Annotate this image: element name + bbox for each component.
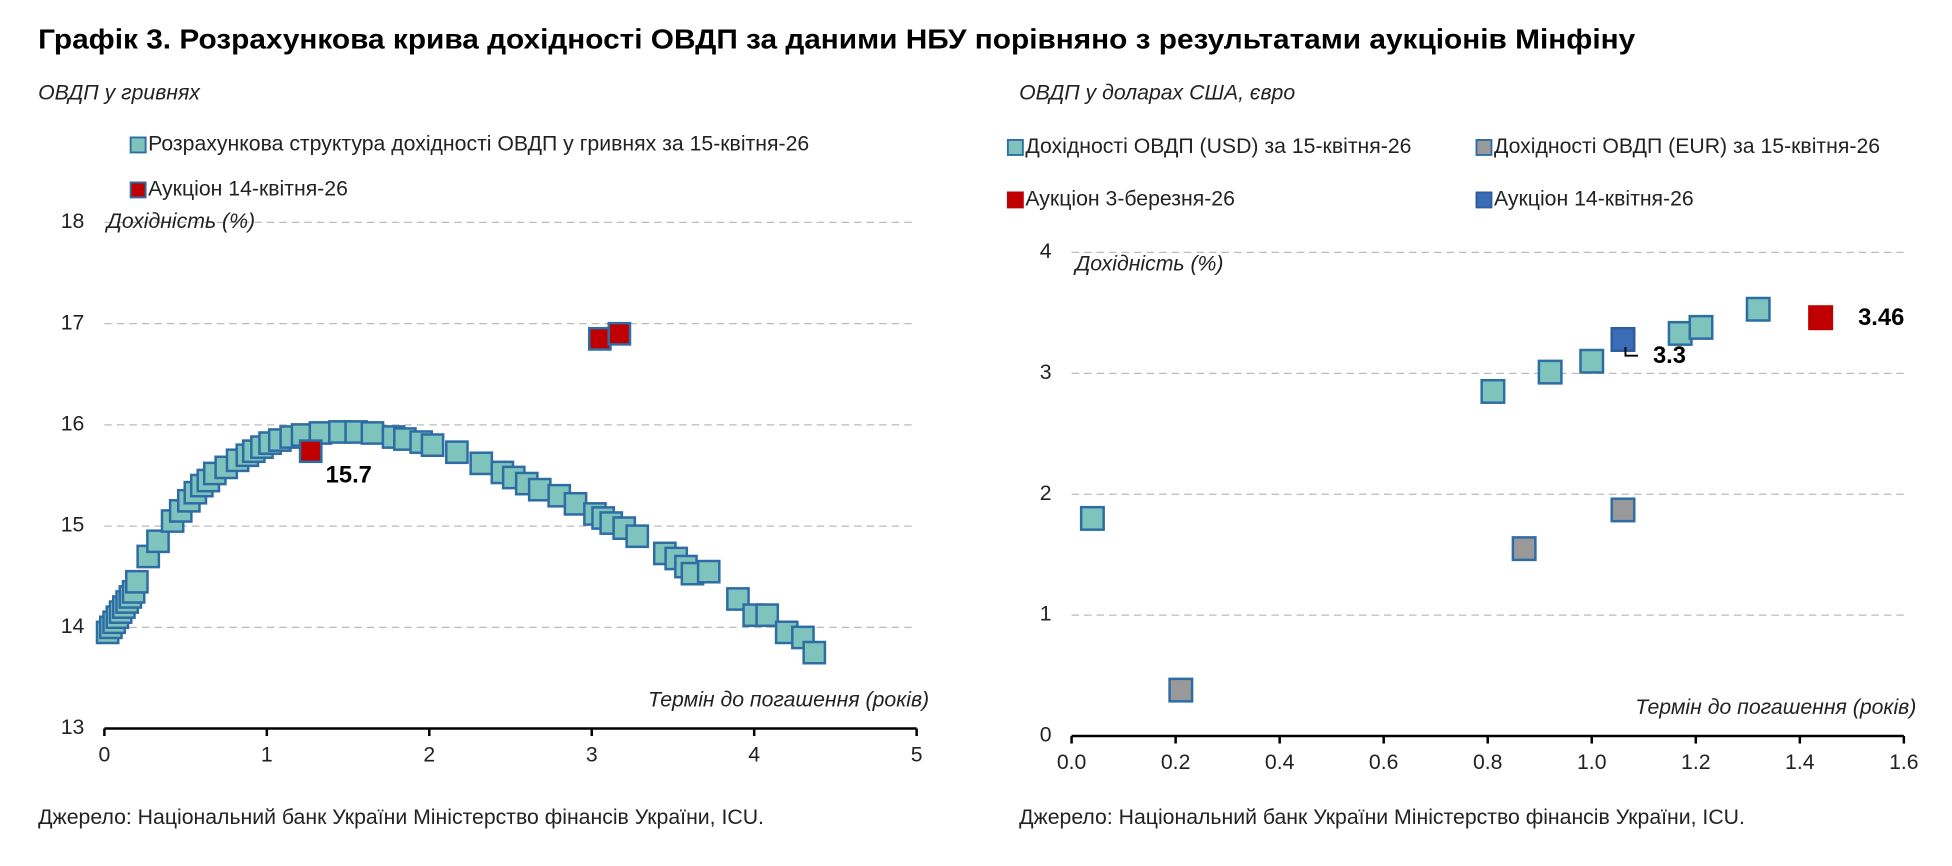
point xyxy=(1688,314,1714,340)
point xyxy=(527,477,552,502)
point xyxy=(1745,296,1771,322)
x-tick-label: 1.6 xyxy=(1889,750,1919,774)
x-tick-label: 2 xyxy=(423,743,435,767)
point xyxy=(1610,497,1636,523)
leader-line xyxy=(1624,346,1638,357)
legend-label: Аукціон 14-квітня-26 xyxy=(1494,187,1694,211)
y-tick-label: 1 xyxy=(1040,602,1052,626)
legend-marker xyxy=(1475,139,1493,156)
y-tick-label: 18 xyxy=(61,209,85,233)
y-tick-label: 15 xyxy=(61,513,85,537)
legend-label: Дохідності ОВДП (USD) за 15-квітня-26 xyxy=(1025,134,1411,158)
data-label: 3.3 xyxy=(1653,343,1686,369)
y-tick-label: 16 xyxy=(61,411,85,435)
y-tick-label: 0 xyxy=(1040,723,1052,747)
x-tick-label: 1.2 xyxy=(1681,750,1711,774)
x-tick-label: 5 xyxy=(911,743,923,767)
point xyxy=(1808,305,1834,331)
x-tick-label: 0.8 xyxy=(1473,750,1503,774)
y-tick-label: 17 xyxy=(61,310,85,334)
x-tick-label: 4 xyxy=(748,743,760,767)
subtitle: ОВДП у гривнях xyxy=(38,80,201,104)
point xyxy=(445,440,469,465)
x-tick-label: 0.4 xyxy=(1265,750,1295,774)
x-tick-label: 0.2 xyxy=(1161,750,1191,774)
x-axis-label: Термін до погашення (років) xyxy=(648,688,929,712)
source: Джерело: Національний банк України Мініс… xyxy=(1019,805,1745,829)
legend-marker xyxy=(1006,191,1024,209)
point xyxy=(563,491,588,516)
point xyxy=(360,421,385,445)
point xyxy=(1579,348,1605,374)
point xyxy=(1079,505,1105,531)
legend-marker xyxy=(129,136,147,154)
point xyxy=(298,439,323,464)
legend-label: Дохідності ОВДП (EUR) за 15-квітня-26 xyxy=(1494,134,1880,158)
subtitle: ОВДП у доларах США, євро xyxy=(1019,80,1295,104)
point xyxy=(587,326,612,351)
x-tick-label: 1 xyxy=(261,743,273,767)
legend-label: Аукціон 14-квітня-26 xyxy=(148,177,348,201)
x-tick-label: 0.6 xyxy=(1369,750,1399,774)
point xyxy=(696,559,721,584)
y-tick-label: 14 xyxy=(61,614,85,638)
point xyxy=(1168,677,1194,703)
y-axis-label: Дохідність (%) xyxy=(1073,252,1223,276)
point xyxy=(469,451,494,476)
point xyxy=(625,524,650,549)
point xyxy=(1667,320,1693,346)
legend-label: Аукціон 3-березня-26 xyxy=(1025,187,1235,211)
source: Джерело: Національний банк України Мініс… xyxy=(38,805,764,829)
x-tick-label: 3 xyxy=(586,743,598,767)
y-tick-label: 4 xyxy=(1040,239,1052,263)
point xyxy=(802,640,827,665)
x-axis-label: Термін до погашення (років) xyxy=(1635,695,1916,719)
point xyxy=(1511,536,1537,562)
point xyxy=(607,321,632,346)
point xyxy=(1610,326,1636,352)
x-tick-label: 1.4 xyxy=(1785,750,1815,774)
legend-marker xyxy=(1006,139,1024,156)
point xyxy=(146,529,170,554)
y-axis-label: Дохідність (%) xyxy=(105,209,255,233)
y-tick-label: 3 xyxy=(1040,360,1052,384)
legend-label: Розрахункова структура дохідності ОВДП у… xyxy=(148,132,809,156)
legend-marker xyxy=(129,181,147,199)
point xyxy=(1537,359,1563,385)
point xyxy=(420,433,445,457)
point xyxy=(755,603,780,628)
legend-marker xyxy=(1475,191,1493,209)
y-tick-label: 2 xyxy=(1040,481,1052,505)
data-label: 3.46 xyxy=(1858,305,1904,331)
x-tick-label: 1.0 xyxy=(1577,750,1607,774)
y-tick-label: 13 xyxy=(61,715,85,739)
page-title: Графік 3. Розрахункова крива дохідності … xyxy=(38,24,1636,55)
data-label: 15.7 xyxy=(326,462,372,488)
point xyxy=(1480,378,1506,404)
x-tick-label: 0 xyxy=(98,743,110,767)
x-tick-label: 0.0 xyxy=(1057,750,1087,774)
point xyxy=(124,569,149,594)
